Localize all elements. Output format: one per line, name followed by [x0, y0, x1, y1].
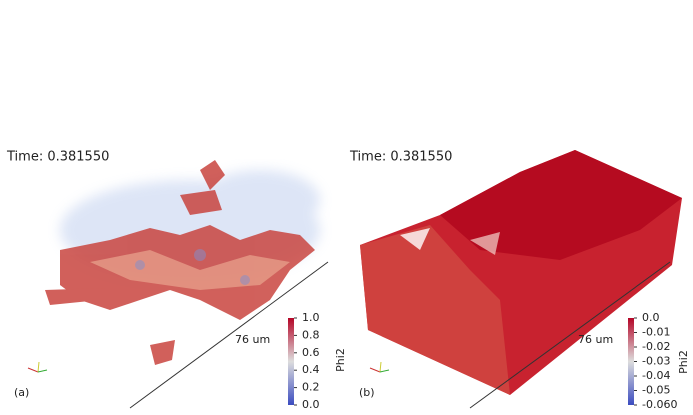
colorbar-title: Phi2 [334, 348, 347, 372]
render-b [360, 150, 682, 409]
panel-label: (a) [14, 386, 29, 399]
colorbar-tick-label: -0.060 [642, 398, 677, 411]
axes-triad [369, 361, 390, 373]
render-a [27, 160, 329, 409]
colorbar [628, 318, 634, 405]
colorbar-tick-label: -0.01 [642, 326, 670, 339]
colorbar-tick-label: 0.0 [302, 398, 320, 411]
time-label: Time: 0.381550 [349, 150, 452, 165]
scale-label: 76 um [578, 333, 613, 346]
colorbar-title: Phi2 [677, 350, 690, 374]
colorbar-tick-label: 0.0 [642, 311, 660, 324]
colorbar [288, 318, 294, 405]
colorbar-tick-label: 0.2 [302, 381, 320, 394]
panel-label: (b) [359, 386, 375, 399]
colorbar-tick-label: -0.04 [642, 369, 670, 382]
scale-label: 76 um [235, 333, 270, 346]
colorbar-tick-label: -0.05 [642, 384, 670, 397]
colorbar-tick-label: 0.4 [302, 363, 320, 376]
colorbar-tick-label: 1.0 [302, 311, 320, 324]
axes-triad [27, 361, 48, 373]
colorbar-tick-label: -0.02 [642, 340, 670, 353]
time-label: Time: 0.381550 [6, 150, 109, 165]
colorbar-tick-label: 0.8 [302, 328, 320, 341]
colorbar-tick-label: -0.03 [642, 355, 670, 368]
colorbar-tick-label: 0.6 [302, 346, 320, 359]
